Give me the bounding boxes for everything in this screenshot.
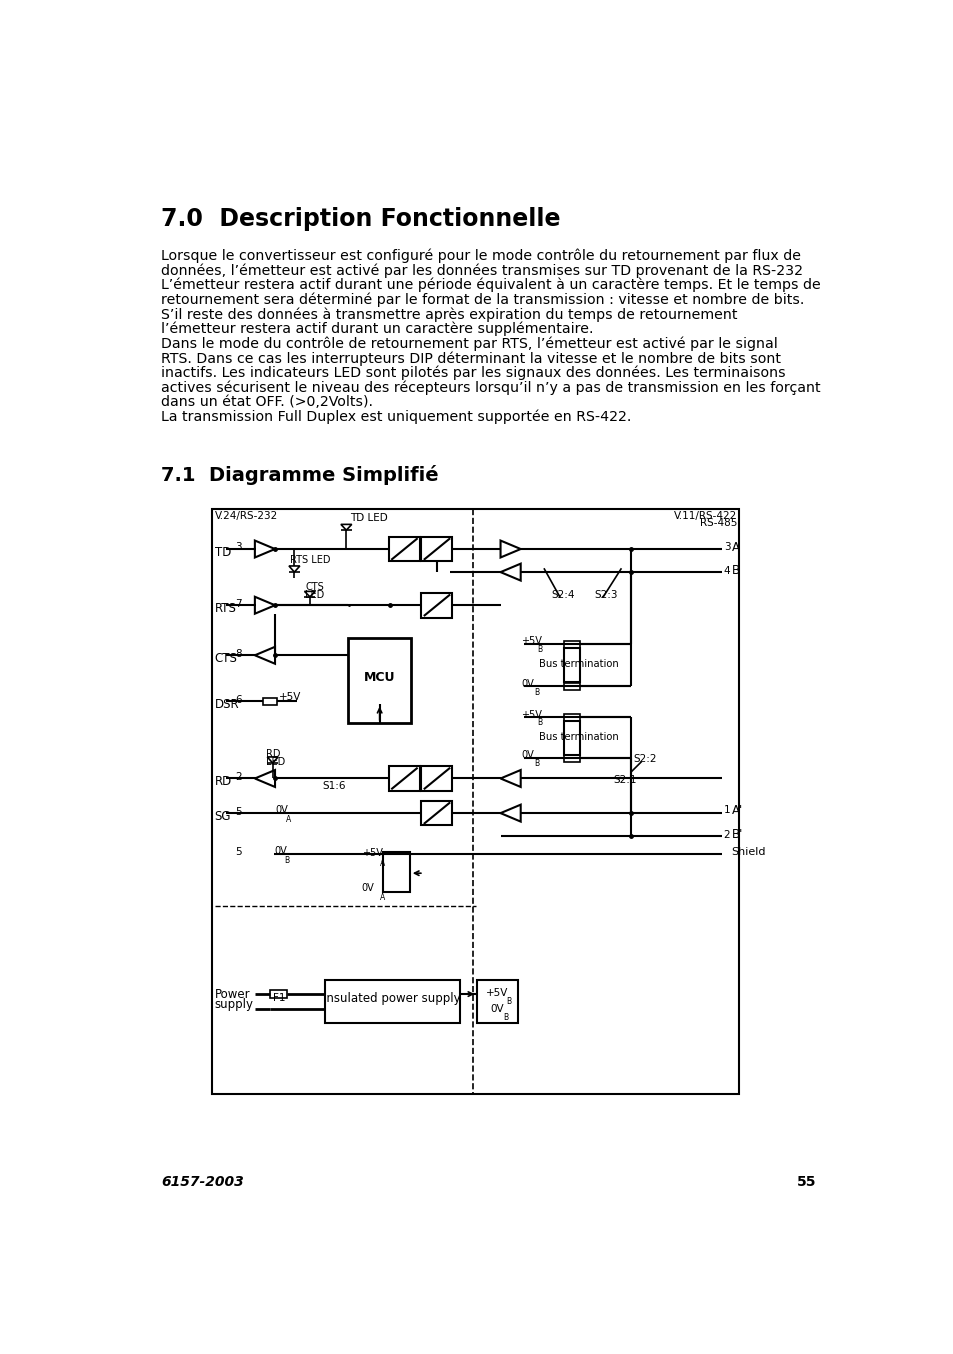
Bar	[270, 990, 287, 998]
Bar	[421, 800, 452, 826]
Text: 0V: 0V	[521, 678, 534, 689]
Text: 0V: 0V	[521, 750, 534, 761]
Text: B: B	[537, 646, 541, 654]
Text: La transmission Full Duplex est uniquement supportée en RS-422.: La transmission Full Duplex est uniqueme…	[161, 410, 631, 424]
Text: dans un état OFF. (>0,2Volts).: dans un état OFF. (>0,2Volts).	[161, 395, 373, 409]
Bar	[563, 640, 579, 647]
Text: Bus termination: Bus termination	[538, 659, 618, 669]
Bar	[476, 980, 517, 1024]
Text: F1: F1	[273, 992, 285, 1003]
Text: +5V: +5V	[361, 848, 382, 858]
Bar	[389, 536, 419, 562]
Text: Power: Power	[214, 987, 250, 1001]
Bar	[563, 754, 579, 761]
Text: RD: RD	[266, 749, 281, 760]
Text: RD: RD	[214, 774, 232, 788]
Text: RTS. Dans ce cas les interrupteurs DIP déterminant la vitesse et le nombre de bi: RTS. Dans ce cas les interrupteurs DIP d…	[161, 351, 781, 366]
Text: Dans le mode du contrôle de retournement par RTS, l’émetteur est activé par le s: Dans le mode du contrôle de retournement…	[161, 337, 777, 351]
Text: V.11/RS-422: V.11/RS-422	[673, 510, 736, 520]
Text: A: A	[731, 542, 739, 554]
Text: l’émetteur restera actif durant un caractère supplémentaire.: l’émetteur restera actif durant un carac…	[161, 322, 593, 336]
Text: Insulated power supply: Insulated power supply	[323, 992, 460, 1005]
Bar	[563, 647, 579, 682]
Text: A: A	[379, 860, 384, 868]
Text: SG: SG	[214, 810, 231, 823]
Text: 3: 3	[723, 543, 730, 552]
Text: 6: 6	[235, 695, 242, 705]
Text: TD: TD	[214, 546, 231, 559]
Bar	[421, 536, 452, 562]
Bar	[348, 638, 411, 723]
Text: S2:2: S2:2	[633, 754, 656, 764]
Text: CTS: CTS	[214, 651, 237, 665]
Text: 0V: 0V	[275, 806, 288, 815]
Bar	[324, 980, 459, 1024]
Text: B: B	[731, 565, 739, 577]
Text: MCU: MCU	[363, 672, 395, 684]
Text: RTS: RTS	[214, 601, 236, 615]
Text: 2: 2	[235, 772, 242, 783]
Text: L’émetteur restera actif durant une période équivalent à un caractère temps. Et : L’émetteur restera actif durant une péri…	[161, 278, 820, 292]
Text: LED: LED	[266, 757, 286, 766]
Text: 1: 1	[723, 806, 730, 815]
Text: V.24/RS-232: V.24/RS-232	[214, 512, 277, 521]
Text: 55: 55	[797, 1175, 816, 1189]
Text: +5V: +5V	[278, 692, 301, 703]
Bar	[563, 682, 579, 691]
Text: supply: supply	[214, 998, 253, 1010]
Text: Lorsque le convertisseur est configuré pour le mode contrôle du retournement par: Lorsque le convertisseur est configuré p…	[161, 249, 801, 263]
Bar	[421, 593, 452, 617]
Text: 5: 5	[235, 807, 242, 816]
Text: LED: LED	[305, 590, 324, 600]
Text: 8: 8	[235, 649, 242, 659]
Text: Shield: Shield	[731, 848, 765, 857]
Text: B: B	[506, 997, 512, 1006]
Text: 7.1  Diagramme Simplifié: 7.1 Diagramme Simplifié	[161, 464, 438, 485]
Text: actives sécurisent le niveau des récepteurs lorsqu’il n’y a pas de transmission : actives sécurisent le niveau des récepte…	[161, 380, 820, 395]
Text: +5V: +5V	[521, 709, 542, 719]
Bar	[563, 720, 579, 756]
Text: +5V: +5V	[486, 987, 508, 998]
Text: 5: 5	[235, 848, 242, 857]
Text: S2:1: S2:1	[613, 774, 637, 784]
Bar	[382, 852, 410, 892]
Text: données, l’émetteur est activé par les données transmises sur TD provenant de la: données, l’émetteur est activé par les d…	[161, 263, 802, 278]
Bar	[563, 714, 579, 720]
Text: 7: 7	[235, 598, 242, 609]
Text: inactifs. Les indicateurs LED sont pilotés par les signaux des données. Les term: inactifs. Les indicateurs LED sont pilot…	[161, 366, 785, 380]
Text: retournement sera déterminé par le format de la transmission : vitesse et nombre: retournement sera déterminé par le forma…	[161, 292, 803, 307]
Text: 0V: 0V	[361, 883, 375, 892]
Bar	[262, 699, 276, 705]
Text: DSR: DSR	[214, 699, 239, 711]
Text: B': B'	[731, 829, 742, 841]
Text: 6157-2003: 6157-2003	[161, 1175, 244, 1189]
Text: 4: 4	[723, 566, 730, 575]
Bar	[389, 766, 419, 791]
Text: CTS: CTS	[305, 582, 324, 592]
Text: A': A'	[731, 803, 742, 816]
Bar	[421, 766, 452, 791]
Text: RTS LED: RTS LED	[290, 555, 330, 565]
Text: S’il reste des données à transmettre après expiration du temps de retournement: S’il reste des données à transmettre apr…	[161, 307, 737, 322]
Text: RS-485: RS-485	[699, 519, 736, 528]
Text: Bus termination: Bus termination	[538, 733, 618, 742]
Text: B: B	[284, 856, 289, 865]
Text: B: B	[537, 719, 541, 727]
Text: 2: 2	[723, 830, 730, 839]
Text: S1:6: S1:6	[322, 781, 345, 791]
Text: +5V: +5V	[521, 636, 542, 646]
Text: 3: 3	[235, 543, 242, 552]
Text: B: B	[503, 1013, 508, 1022]
Text: B: B	[534, 760, 539, 768]
Text: A: A	[286, 815, 291, 825]
Text: A: A	[379, 894, 384, 902]
Text: 0V: 0V	[274, 846, 287, 856]
Bar	[212, 509, 739, 1094]
Text: TD LED: TD LED	[350, 513, 388, 523]
Text: S2:4: S2:4	[551, 590, 575, 600]
Text: 0V: 0V	[490, 1003, 504, 1014]
Text: S2:3: S2:3	[594, 590, 618, 600]
Text: 7.0  Description Fonctionnelle: 7.0 Description Fonctionnelle	[161, 207, 560, 232]
Text: B: B	[534, 688, 539, 696]
